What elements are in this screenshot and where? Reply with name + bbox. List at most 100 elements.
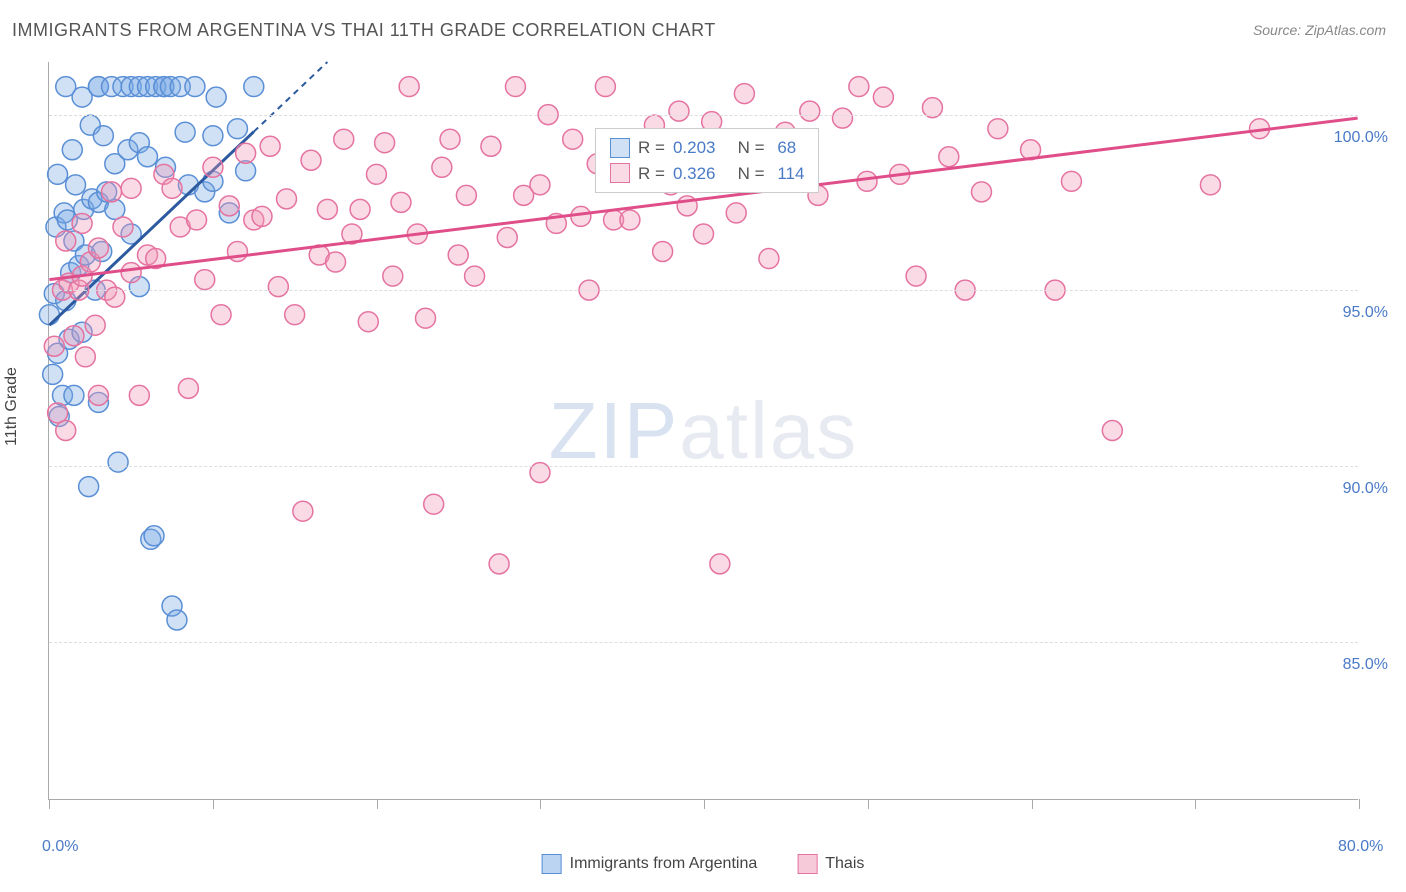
data-point [906,266,926,286]
stats-row: R = 0.203 N = 68 [610,135,804,161]
data-point [48,164,68,184]
y-tick-label: 90.0% [1343,480,1388,498]
data-point [64,326,84,346]
data-point [244,77,264,97]
data-point [301,150,321,170]
data-point [113,217,133,237]
data-point [129,385,149,405]
stats-r-key: R = [638,161,665,187]
data-point [710,554,730,574]
data-point [448,245,468,265]
data-point [857,171,877,191]
stats-legend: R = 0.203 N = 68R = 0.326 N = 114 [595,128,819,193]
data-point [505,77,525,97]
data-point [391,192,411,212]
data-point [219,196,239,216]
stats-n-val: 68 [773,135,797,161]
data-point [121,263,141,283]
data-point [383,266,403,286]
data-point [66,175,86,195]
data-point [236,143,256,163]
data-point [39,305,59,325]
data-point [334,129,354,149]
legend-item: Immigrants from Argentina [542,854,758,874]
data-point [167,610,187,630]
data-point [260,136,280,156]
data-point [206,87,226,107]
data-point [873,87,893,107]
data-point [489,554,509,574]
x-tick [704,799,705,809]
y-tick-label: 85.0% [1343,656,1388,674]
data-point [195,270,215,290]
stats-r-val: 0.326 [673,161,716,187]
x-tick [1195,799,1196,809]
data-point [440,129,460,149]
data-point [481,136,501,156]
data-point [833,108,853,128]
data-point [317,199,337,219]
data-point [939,147,959,167]
x-tick [1032,799,1033,809]
data-point [595,77,615,97]
x-tick-label: 0.0% [42,838,78,856]
data-point [85,315,105,335]
data-point [88,238,108,258]
trend-line-dashed [254,62,328,132]
data-point [399,77,419,97]
data-point [849,77,869,97]
data-point [669,101,689,121]
data-point [456,185,476,205]
data-point [203,157,223,177]
x-tick [868,799,869,809]
data-point [62,140,82,160]
data-point [252,206,272,226]
data-point [56,231,76,251]
data-point [350,199,370,219]
x-tick [377,799,378,809]
stats-n-key: N = [723,161,764,187]
data-point [620,210,640,230]
data-point [88,385,108,405]
data-point [759,249,779,269]
data-point [203,126,223,146]
data-point [734,84,754,104]
data-point [800,101,820,121]
stats-r-key: R = [638,135,665,161]
data-point [972,182,992,202]
data-point [1200,175,1220,195]
gridline [49,642,1358,643]
data-point [44,336,64,356]
source-label: Source: ZipAtlas.com [1253,22,1386,38]
data-point [726,203,746,223]
data-point [108,452,128,472]
plot-area: ZIPatlas R = 0.203 N = 68R = 0.326 N = 1… [48,62,1358,800]
stats-swatch [610,163,630,183]
data-point [653,242,673,262]
gridline [49,466,1358,467]
data-point [497,227,517,247]
data-point [694,224,714,244]
data-point [1061,171,1081,191]
data-point [465,266,485,286]
data-point [56,421,76,441]
chart-container: IMMIGRANTS FROM ARGENTINA VS THAI 11TH G… [0,0,1406,892]
chart-title: IMMIGRANTS FROM ARGENTINA VS THAI 11TH G… [12,20,716,41]
data-point [375,133,395,153]
gridline [49,290,1358,291]
data-point [211,305,231,325]
data-point [285,305,305,325]
legend-swatch [542,854,562,874]
data-point [121,178,141,198]
legend-bottom: Immigrants from Argentina Thais [542,854,865,874]
data-point [277,189,297,209]
data-point [162,178,182,198]
x-tick [1359,799,1360,809]
data-point [268,277,288,297]
data-point [1102,421,1122,441]
y-tick-label: 100.0% [1334,129,1388,147]
legend-item: Thais [797,854,864,874]
data-point [144,526,164,546]
data-point [530,175,550,195]
data-point [178,378,198,398]
